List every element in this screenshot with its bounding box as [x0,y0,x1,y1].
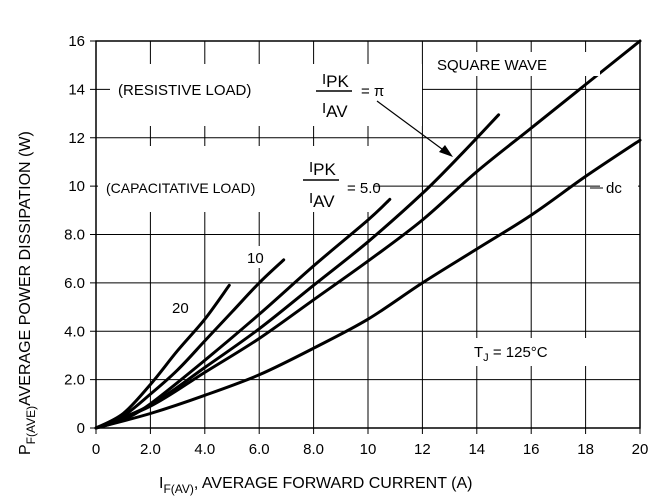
resistive-numerator: IPK [322,71,350,91]
curves [94,39,642,430]
capacitive-equals: = 5.0 [347,180,381,197]
y-tick-label: 2.0 [64,372,85,389]
dc-label: dc [606,180,622,197]
tj-label: TJ = 125°C [474,344,548,364]
x-axis-title: IF(AV), AVERAGE FORWARD CURRENT (A) [159,475,472,496]
resistive-arrow-line [376,100,447,153]
y-tick-label: 16 [68,33,85,50]
resistive-label-bg [110,64,422,126]
twenty-label-bg [168,296,194,318]
curve-resistive [94,113,501,430]
tick-labels: 0 2.0 4.0 6.0 8.0 10 12 14 16 18 20 0 2.0 4.0 6.0 8.0 10… [64,33,648,458]
curve-ratio5 [94,197,392,430]
y-axis-title: PF(AVE)AVERAGE POWER DISSIPATION (W) [17,131,38,455]
x-tick-label: 4.0 [194,441,215,458]
ten-label-bg [243,246,269,268]
resistive-arrow-head [439,145,453,157]
x-tick-label: 16 [523,441,540,458]
x-tick-label: 2.0 [140,441,161,458]
x-tick-label: 8.0 [303,441,324,458]
curve-ratio20 [94,283,231,430]
y-tick-label: 10 [68,178,85,195]
capacitive-numerator: IPK [309,159,337,179]
capacitive-denominator: IAV [309,190,335,211]
x-tick-label: 18 [577,441,594,458]
curve-ratio10 [94,258,286,430]
y-tick-label: 8.0 [64,227,85,244]
square-wave-label: SQUARE WAVE [437,57,547,74]
resistive-equals: = π [361,83,384,100]
curve-square [94,39,642,430]
x-tick-label: 6.0 [249,441,270,458]
x-tick-label: 20 [632,441,649,458]
capacitive-load-label: (CAPACITATIVE LOAD) [106,180,255,196]
dc-label-bg [600,176,638,198]
ratio-20-label: 20 [172,300,189,317]
y-tick-label: 4.0 [64,323,85,340]
y-tick-label: 14 [68,81,85,98]
x-tick-label: 14 [468,441,485,458]
square-wave-label-bg [428,52,600,76]
y-tick-label: 6.0 [64,275,85,292]
capacitive-label-bg [98,146,374,212]
tj-label-bg [470,338,590,366]
resistive-load-label: (RESISTIVE LOAD) [118,82,251,99]
ratio-10-label: 10 [247,250,264,267]
x-tick-label: 0 [92,441,100,458]
x-tick-label: 12 [414,441,431,458]
y-tick-label: 12 [68,130,85,147]
curve-dc [94,138,642,430]
y-tick-label: 0 [77,420,85,437]
resistive-denominator: IAV [322,100,348,121]
x-tick-label: 10 [360,441,377,458]
